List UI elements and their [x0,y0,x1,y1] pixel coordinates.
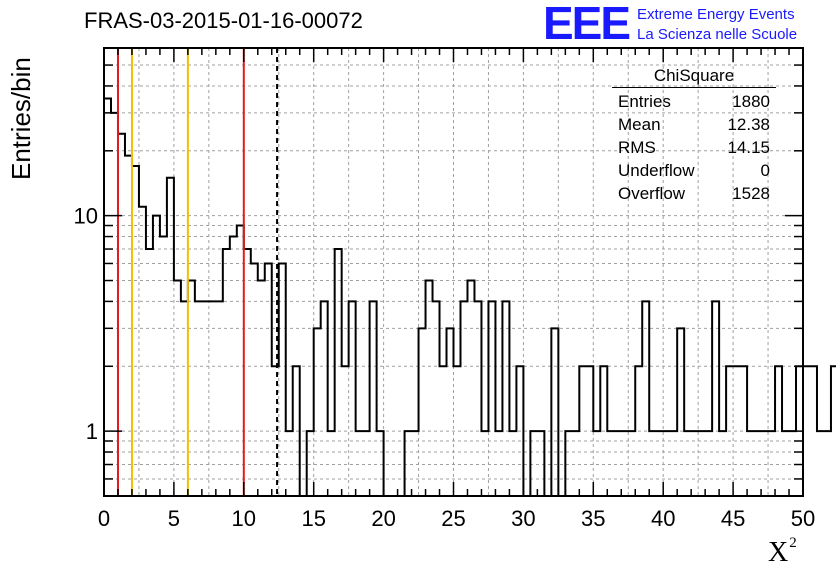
histogram-bin [209,301,216,496]
stats-value: 1880 [732,92,770,111]
histogram-bin [216,301,223,496]
histogram-bin [335,249,342,496]
stats-row-mean: Mean 12.38 [612,113,776,136]
x-axis-label-superscript: 2 [789,535,797,551]
histogram-bin [474,301,481,496]
histogram-bin [467,281,474,496]
histogram-bin [244,249,251,496]
histogram-bin [433,301,440,496]
x-axis-label-text: X [768,537,789,568]
stats-label: Mean [618,115,661,134]
histogram-bin [118,134,125,496]
x-tick-label: 20 [371,506,395,531]
histogram-bin [174,281,181,496]
histogram-bin [502,301,509,496]
histogram-series [104,97,836,497]
x-tick-label: 5 [168,506,180,531]
histogram-bin [104,98,111,496]
x-tick-label: 40 [651,506,675,531]
stats-row-rms: RMS 14.15 [612,136,776,159]
logo-line1: Extreme Energy Events [637,6,795,23]
stats-value: 12.38 [727,115,770,134]
stats-box: ChiSquare Entries 1880 Mean 12.38 RMS 14… [612,66,776,205]
histogram-bin [237,226,244,496]
x-tick-label: 30 [511,506,535,531]
logo-line2: La Scienza nelle Scuole [637,26,798,43]
histogram-bin [551,328,558,496]
stats-label: Overflow [618,184,686,203]
x-tick-label: 45 [721,506,745,531]
histogram-bin [181,301,188,496]
histogram-bin [202,301,209,496]
y-tick-label: 1 [86,419,98,444]
histogram-bin [146,249,153,496]
histogram-bin [195,301,202,496]
histogram-bin [111,113,118,496]
histogram-bin [824,431,831,496]
histogram-bin [810,366,817,496]
y-tick-label: 10 [74,204,98,229]
x-axis-label: X2 [768,535,797,569]
histogram-bin [460,301,467,496]
stats-value: 1528 [732,184,770,203]
histogram-bin [223,249,230,496]
stats-row-entries: Entries 1880 [612,90,776,113]
histogram-bin [188,281,195,496]
x-tick-label: 10 [232,506,256,531]
histogram-bin [803,366,810,496]
histogram-bin [817,431,824,496]
histogram-bin [258,281,265,496]
histogram-bin [426,281,433,496]
histogram-bin [125,156,132,496]
histogram-bin [349,301,356,496]
histogram-bin [447,328,454,496]
histogram-bin [642,301,649,496]
stats-title: ChiSquare [612,66,776,88]
stats-row-overflow: Overflow 1528 [612,182,776,205]
x-tick-label: 25 [441,506,465,531]
stats-value: 14.15 [727,138,770,157]
x-tick-label: 15 [301,506,325,531]
histogram-bin [153,216,160,496]
stats-label: Entries [618,92,671,111]
stats-label: RMS [618,138,656,157]
histogram-bin [488,301,495,496]
x-tick-label: 50 [791,506,815,531]
histogram-bin [677,328,684,496]
x-tick-label: 35 [581,506,605,531]
stats-label: Underflow [618,161,695,180]
histogram-bin [321,301,328,496]
x-tick-label: 0 [98,506,110,531]
histogram-bin [419,328,426,496]
histogram-bin [279,263,286,496]
histogram-bin [370,301,377,496]
logo-mark: EEE [543,0,631,49]
histogram-bin [139,207,146,496]
stats-value: 0 [760,161,770,180]
histogram-bin [314,328,321,496]
histogram-bin [251,263,258,496]
stats-row-underflow: Underflow 0 [612,159,776,182]
histogram-bin [265,263,272,496]
histogram-bin [712,301,719,496]
chart-title: FRAS-03-2015-01-16-00072 [84,8,363,33]
